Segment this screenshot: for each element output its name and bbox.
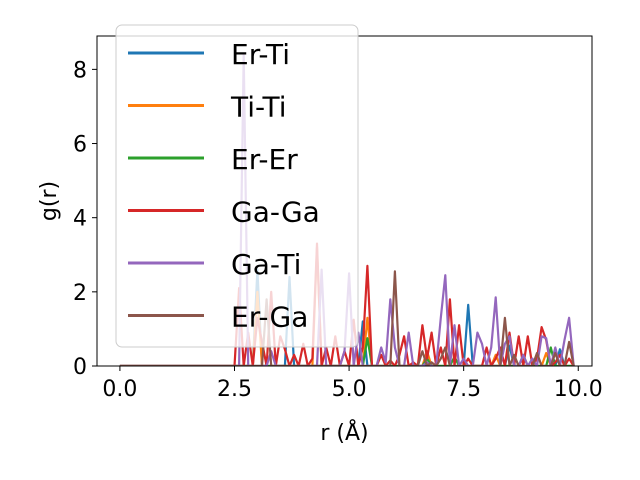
y-tick-label: 0 bbox=[73, 355, 87, 380]
x-tick-label: 10.0 bbox=[554, 377, 603, 402]
y-tick-label: 8 bbox=[73, 58, 87, 83]
y-tick-label: 6 bbox=[73, 133, 87, 158]
legend-label: Er-Ga bbox=[231, 301, 308, 334]
y-axis-label: g(r) bbox=[37, 181, 62, 221]
axis-ticks: 0.0 2.5 5.0 7.5 10.0 0 2 4 6 8 bbox=[73, 58, 603, 402]
y-tick-label: 4 bbox=[73, 207, 87, 232]
legend-label: Er-Ti bbox=[231, 38, 290, 71]
x-tick-label: 5.0 bbox=[332, 377, 367, 402]
legend: Er-Ti Ti-Ti Er-Er Ga-Ga Ga-Ti Er-Ga bbox=[115, 24, 359, 348]
legend-label: Ti-Ti bbox=[230, 91, 287, 124]
x-tick-label: 7.5 bbox=[446, 377, 481, 402]
x-axis-label: r (Å) bbox=[320, 419, 368, 446]
legend-label: Ga-Ti bbox=[231, 248, 301, 281]
legend-label: Ga-Ga bbox=[231, 196, 320, 229]
legend-box bbox=[115, 24, 359, 348]
x-tick-label: 2.5 bbox=[217, 377, 252, 402]
series-line-ga-ga bbox=[119, 242, 575, 366]
x-tick-label: 0.0 bbox=[102, 377, 137, 402]
series-line-er-ga bbox=[119, 270, 575, 366]
y-tick-label: 2 bbox=[73, 281, 87, 306]
legend-label: Er-Er bbox=[231, 143, 298, 176]
